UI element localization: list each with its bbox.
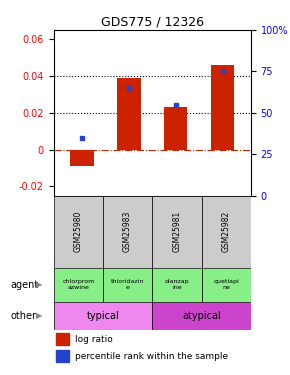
- Text: GSM25980: GSM25980: [74, 211, 83, 252]
- Text: ▶: ▶: [36, 311, 43, 320]
- Bar: [117, 78, 141, 150]
- Bar: [70, 150, 94, 166]
- Bar: [54, 268, 103, 302]
- Text: other: other: [10, 311, 36, 321]
- Bar: [56, 350, 69, 362]
- Text: GSM25982: GSM25982: [222, 211, 231, 252]
- Bar: [152, 196, 202, 268]
- Bar: [54, 302, 152, 330]
- Text: olanzap
ine: olanzap ine: [165, 279, 189, 290]
- Text: GSM25983: GSM25983: [123, 211, 132, 252]
- Bar: [56, 333, 69, 345]
- Bar: [202, 196, 251, 268]
- Text: agent: agent: [10, 280, 38, 290]
- Text: GSM25981: GSM25981: [172, 211, 182, 252]
- Title: GDS775 / 12326: GDS775 / 12326: [101, 16, 204, 29]
- Bar: [152, 302, 251, 330]
- Bar: [103, 268, 152, 302]
- Bar: [103, 196, 152, 268]
- Text: percentile rank within the sample: percentile rank within the sample: [75, 351, 229, 360]
- Text: thioridazin
e: thioridazin e: [111, 279, 144, 290]
- Bar: [54, 196, 103, 268]
- Bar: [164, 107, 187, 150]
- Text: quetiapi
ne: quetiapi ne: [213, 279, 239, 290]
- Bar: [211, 65, 234, 150]
- Text: ▶: ▶: [36, 280, 43, 290]
- Bar: [152, 268, 202, 302]
- Text: chlorprom
azwine: chlorprom azwine: [62, 279, 95, 290]
- Text: atypical: atypical: [182, 311, 221, 321]
- Text: log ratio: log ratio: [75, 335, 113, 344]
- Bar: [202, 268, 251, 302]
- Text: typical: typical: [87, 311, 119, 321]
